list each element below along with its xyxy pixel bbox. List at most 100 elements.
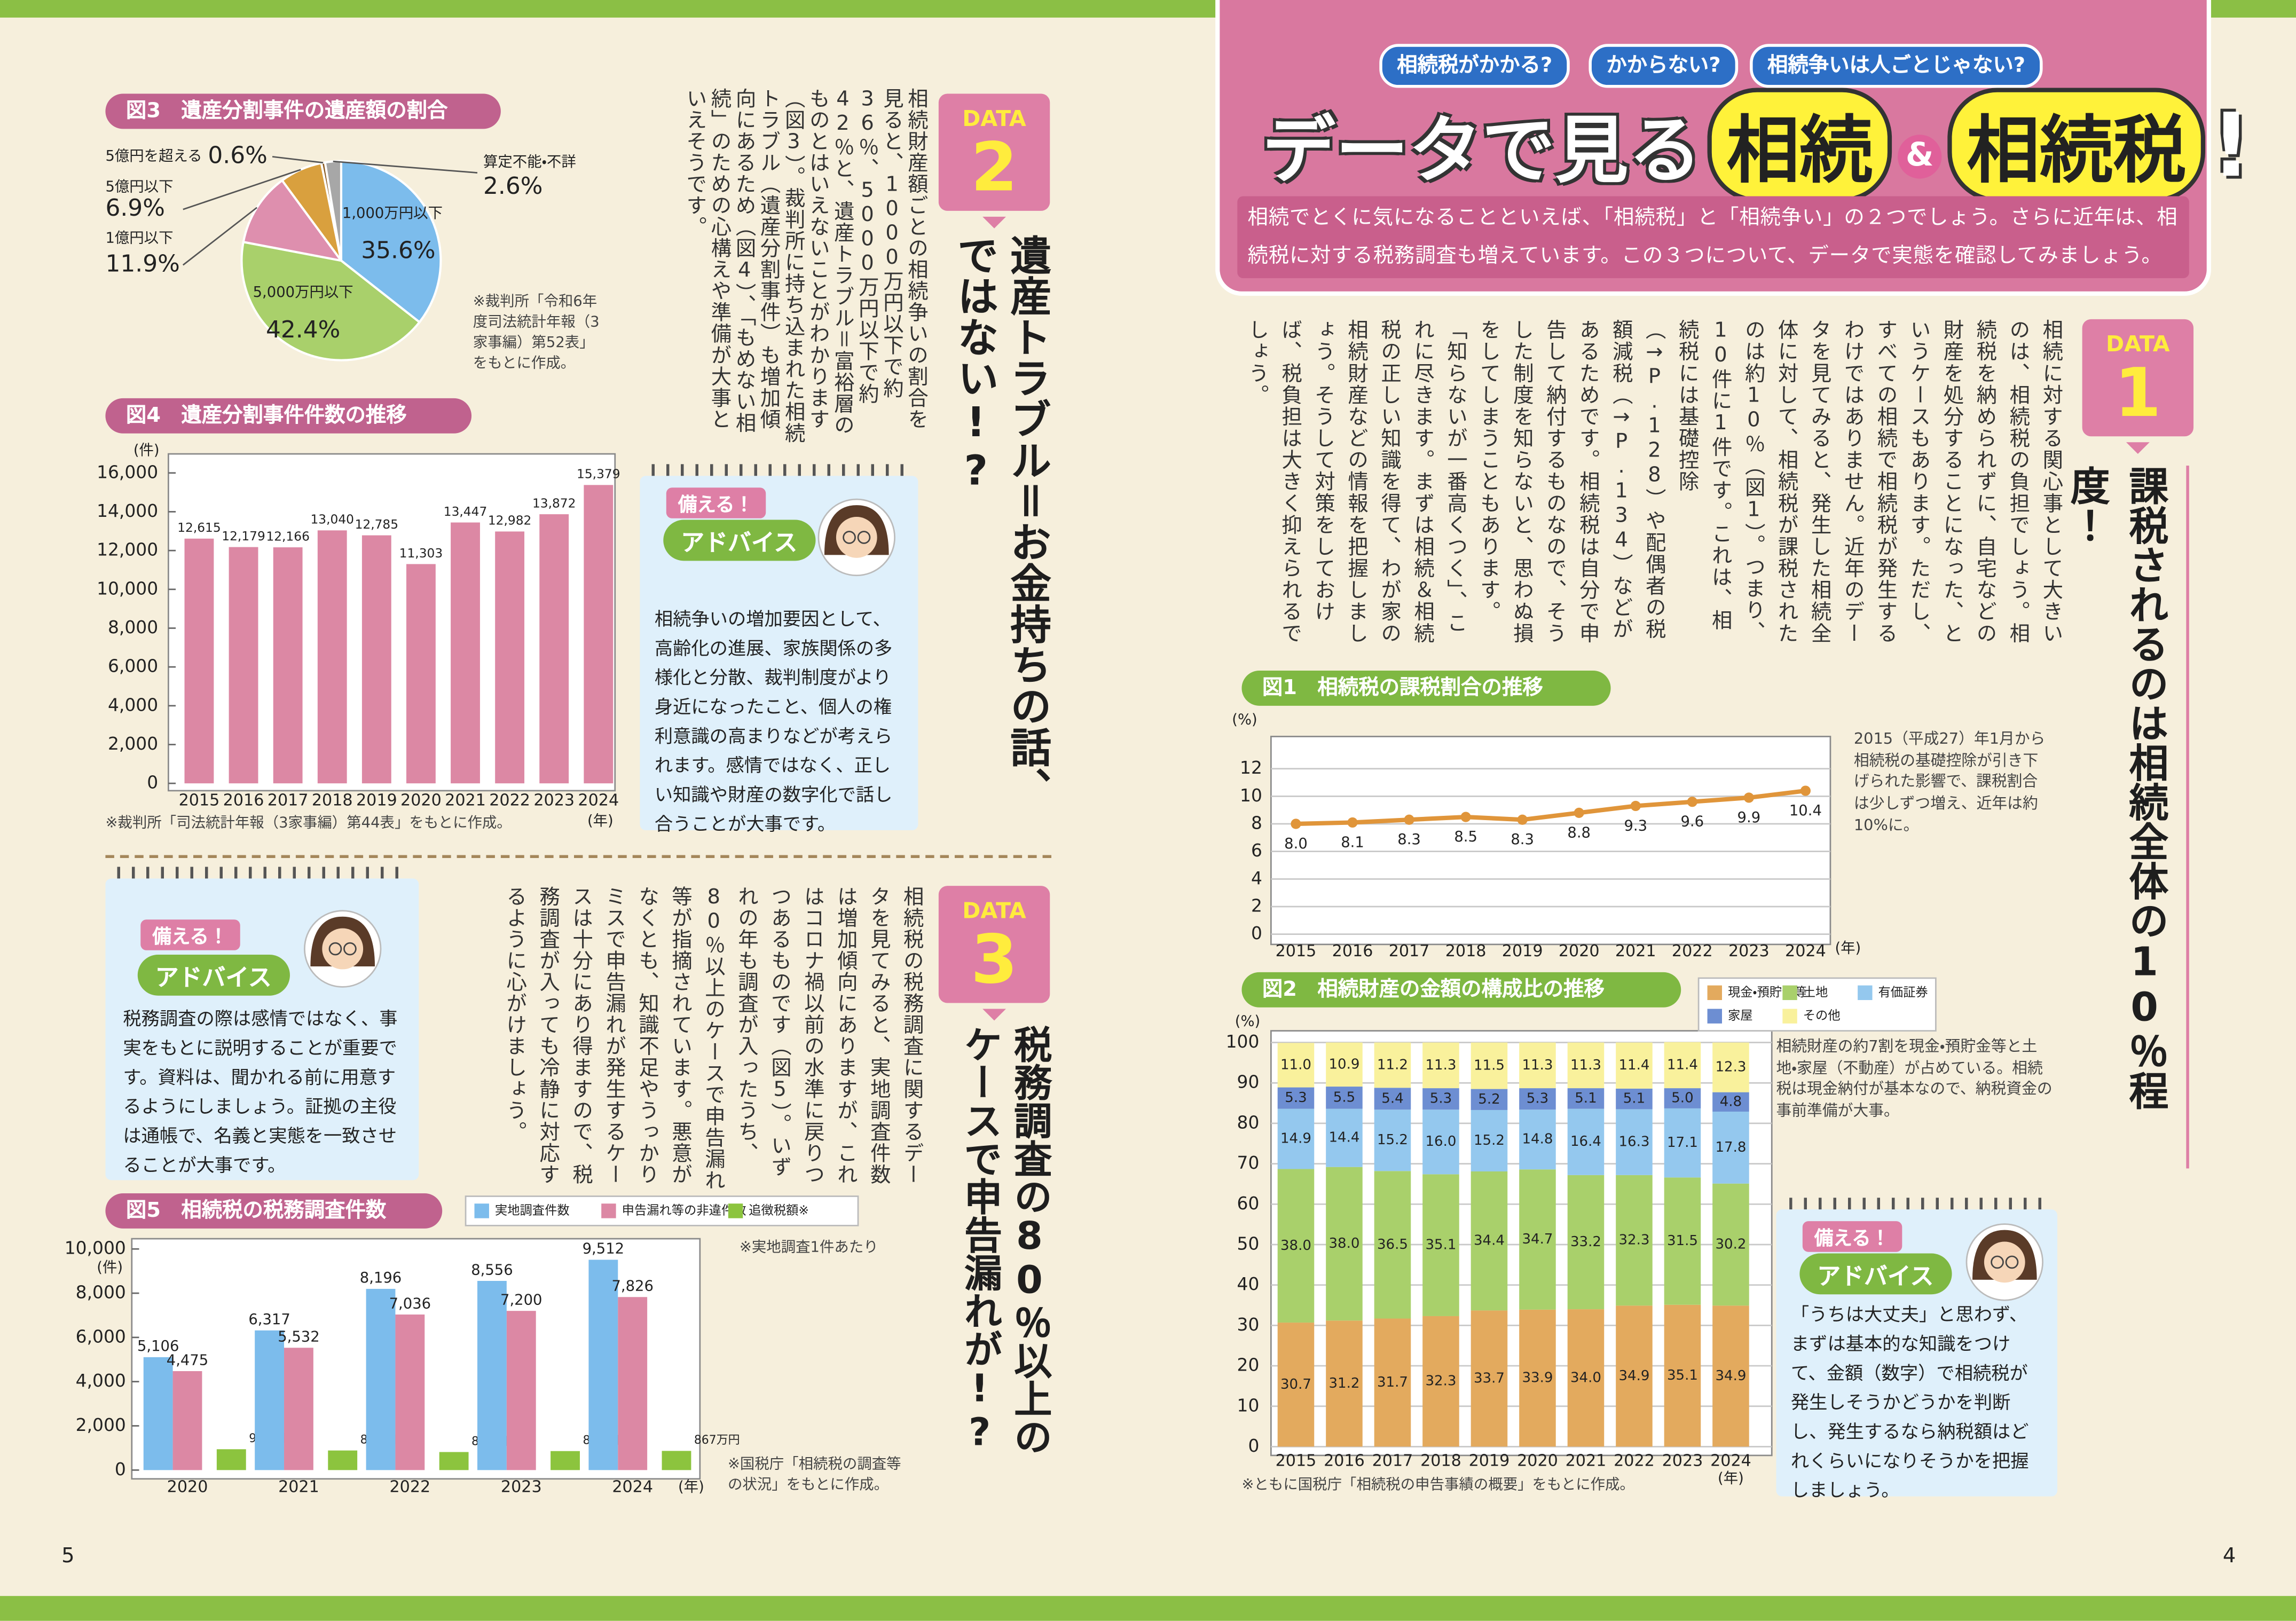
- intro-strip: [1237, 196, 2189, 279]
- bar-segment: [1277, 1108, 1315, 1169]
- data-label: 14.9: [1280, 1131, 1311, 1147]
- y-tick-label: 0: [1248, 1435, 1259, 1456]
- data-label: 7,200: [500, 1292, 542, 1308]
- data-point: [1460, 812, 1471, 822]
- data-label: 5,532: [278, 1329, 319, 1345]
- legend-swatch: [474, 1203, 489, 1218]
- y-tick-label: 50: [1237, 1233, 1260, 1254]
- x-tick-label: 2021: [1566, 1451, 1607, 1470]
- bar-segment: [1616, 1042, 1653, 1089]
- bar: [284, 1348, 313, 1470]
- data-label: 16.3: [1618, 1134, 1649, 1150]
- data-label: 8,196: [360, 1270, 402, 1286]
- legend-label: 追徴税額※: [749, 1203, 809, 1217]
- x-tick-label: 2019: [1502, 942, 1543, 961]
- slice-name: 1,000万円以下: [342, 205, 443, 222]
- bar-segment: [1567, 1042, 1605, 1089]
- axis-unit: (件): [133, 442, 160, 459]
- advisor-icon: [304, 910, 382, 988]
- x-tick-label: 2018: [1445, 942, 1487, 961]
- data-label: 30.2: [1715, 1236, 1746, 1252]
- advice-label: アドバイス: [1799, 1253, 1952, 1295]
- figure-title: 図4 遺産分割事件件数の推移: [105, 398, 472, 434]
- advisor-icon: [1965, 1223, 2043, 1301]
- advice-label: アドバイス: [137, 955, 289, 996]
- x-tick-label: 2022: [1672, 942, 1713, 961]
- x-tick-label: 2021: [445, 791, 486, 810]
- data-point: [1743, 792, 1754, 803]
- bar-segment: [1374, 1088, 1411, 1110]
- advice-box: 備える！ アドバイス 「うちは大丈夫」と思わず、まずは基本的な知識をつけて、金額…: [1776, 1209, 2058, 1501]
- data-heading: 課税されるのは相続全体の10％程度！: [2063, 466, 2167, 1110]
- axis-unit: (年): [587, 813, 614, 829]
- data-heading: 税務調査の80％以上のケースで申告漏れが!?: [957, 1025, 1052, 1455]
- data-badge: DATA 1: [2082, 319, 2194, 454]
- x-tick-label: 2021: [278, 1478, 319, 1497]
- data-label: 11.3: [1522, 1057, 1553, 1073]
- bar-segment: [1422, 1174, 1459, 1316]
- advice-label: アドバイス: [663, 520, 815, 561]
- data-label: 12,785: [355, 517, 399, 532]
- badge-label: DATA: [962, 898, 1026, 924]
- data-label: 15.2: [1377, 1132, 1408, 1148]
- data-body: 相続に対する関心事として大きいのは、相続税の負担でしょう。相続税を納められずに、…: [1246, 319, 2063, 644]
- bar: [216, 1449, 246, 1470]
- data-label: 9,512: [583, 1241, 624, 1257]
- x-tick-label: 2017: [268, 791, 309, 810]
- x-tick-label: 2020: [1559, 942, 1600, 961]
- section-divider: [105, 855, 1052, 859]
- x-tick-label: 2020: [167, 1478, 208, 1497]
- data-point: [1800, 785, 1811, 796]
- x-tick-label: 2015: [179, 791, 220, 810]
- data-point: [1630, 800, 1641, 812]
- figure-title: 図3 遺産分割事件の遺産額の割合: [105, 93, 501, 129]
- data-label: 15.2: [1474, 1132, 1505, 1148]
- legend-box: [465, 1195, 859, 1226]
- y-tick-label: 10,000: [65, 1238, 126, 1258]
- y-tick-label: 6: [1251, 840, 1262, 861]
- data-label: 16.0: [1425, 1134, 1456, 1150]
- advice-text: 相続争いの増加要因として、高齢化の進展、家族関係の多様化と分散、裁判制度がより身…: [654, 608, 893, 835]
- bar: [229, 547, 258, 784]
- data-label: 5.1: [1623, 1091, 1645, 1107]
- x-tick-label: 2020: [400, 791, 442, 810]
- bar-segment: [1712, 1305, 1749, 1447]
- slice-name: 5億円を超える: [105, 148, 202, 164]
- x-tick-label: 2019: [356, 791, 397, 810]
- bar-segment: [1422, 1316, 1459, 1447]
- bar-segment: [1374, 1171, 1411, 1319]
- data-label: 36.5: [1377, 1237, 1408, 1253]
- data-label: 8.5: [1454, 829, 1477, 845]
- x-tick-label: 2023: [1662, 1451, 1703, 1470]
- x-tick-label: 2022: [389, 1478, 430, 1497]
- data-label: 9.9: [1737, 809, 1761, 826]
- bar-segment: [1277, 1169, 1315, 1323]
- legend-swatch: [728, 1203, 743, 1218]
- data-body: 相続財産額ごとの相続争いの割合を見ると、1000万円以下で約36％、5000万円…: [683, 88, 929, 444]
- data-point: [1404, 814, 1414, 825]
- y-tick-label: 4: [1251, 868, 1262, 888]
- bar: [551, 1451, 580, 1470]
- data-label: 7,826: [611, 1278, 653, 1295]
- data-label: 33.9: [1522, 1370, 1553, 1386]
- y-tick-label: 70: [1237, 1152, 1260, 1173]
- advisor-icon: [817, 498, 895, 577]
- bar-segment: [1712, 1183, 1749, 1306]
- data-label: 5.3: [1285, 1090, 1307, 1106]
- figure-note: 2015（平成27）年1月から相続税の基礎控除が引き下げられた影響で、課税割合は…: [1853, 730, 2046, 835]
- bar: [495, 531, 525, 784]
- y-tick-label: 8: [1251, 813, 1262, 833]
- bar-segment: [1422, 1088, 1459, 1110]
- legend-label: その他: [1803, 1009, 1841, 1023]
- bar-segment: [1471, 1042, 1508, 1089]
- bar: [317, 530, 347, 784]
- badge-label: DATA: [2106, 331, 2170, 358]
- data-label: 13,447: [444, 505, 487, 519]
- y-tick-label: 90: [1237, 1072, 1260, 1092]
- y-tick-label: 2,000: [108, 733, 158, 754]
- x-tick-label: 2016: [223, 791, 264, 810]
- bar: [143, 1357, 173, 1470]
- page-number: 4: [2222, 1545, 2236, 1569]
- legend-label: 家屋: [1728, 1009, 1753, 1023]
